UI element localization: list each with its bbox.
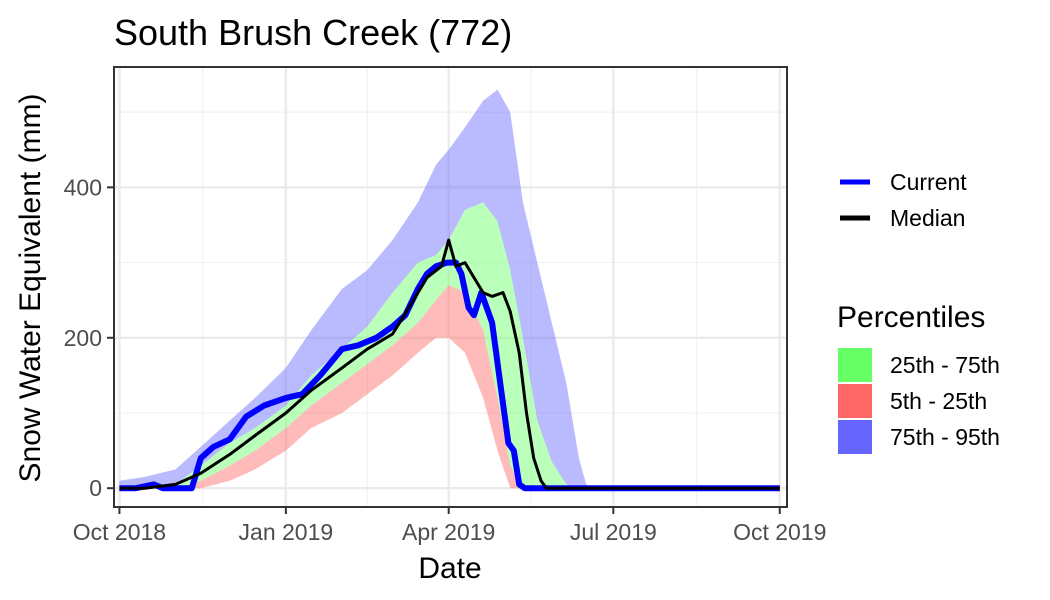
legend-p75-95-label: 75th - 95th xyxy=(890,424,1000,450)
median-line xyxy=(119,238,780,490)
x-tick-label: Apr 2019 xyxy=(402,519,495,545)
chart-title: South Brush Creek (772) xyxy=(114,12,512,53)
x-tick-label: Oct 2019 xyxy=(733,519,826,545)
legend-current-label: Current xyxy=(890,169,967,195)
legend-median-label: Median xyxy=(890,205,965,231)
gridlines xyxy=(114,67,787,507)
legend-p5-25-label: 5th - 25th xyxy=(890,388,987,414)
y-tick-label: 200 xyxy=(64,325,102,351)
legend-p5-25-swatch xyxy=(838,384,872,418)
x-tick-label: Jan 2019 xyxy=(239,519,334,545)
plot-panel-border xyxy=(113,66,788,508)
legend-p25-75-label: 25th - 75th xyxy=(890,352,1000,378)
band-75th-95th xyxy=(119,89,594,489)
x-axis-title: Date xyxy=(418,552,481,585)
y-tick-label: 400 xyxy=(64,174,102,200)
x-tick-label: Oct 2018 xyxy=(73,519,166,545)
plot-panel xyxy=(114,67,787,507)
legend: Current Median Percentiles 25th - 75th 5… xyxy=(837,169,1000,454)
legend-percentiles-title: Percentiles xyxy=(837,301,985,334)
x-tick-label: Jul 2019 xyxy=(570,519,657,545)
percentile-bands xyxy=(119,89,594,489)
y-tick-label: 0 xyxy=(89,475,102,501)
legend-p75-95-swatch xyxy=(838,420,872,454)
series-lines xyxy=(119,238,780,492)
band-5th-25th xyxy=(119,285,538,489)
legend-p25-75-swatch xyxy=(838,348,872,382)
y-axis-title: Snow Water Equivalent (mm) xyxy=(14,93,47,482)
band-25th-75th xyxy=(119,202,567,489)
axis-ticks: Oct 2018 Jan 2019 Apr 2019 Jul 2019 Oct 2019… xyxy=(64,174,827,545)
